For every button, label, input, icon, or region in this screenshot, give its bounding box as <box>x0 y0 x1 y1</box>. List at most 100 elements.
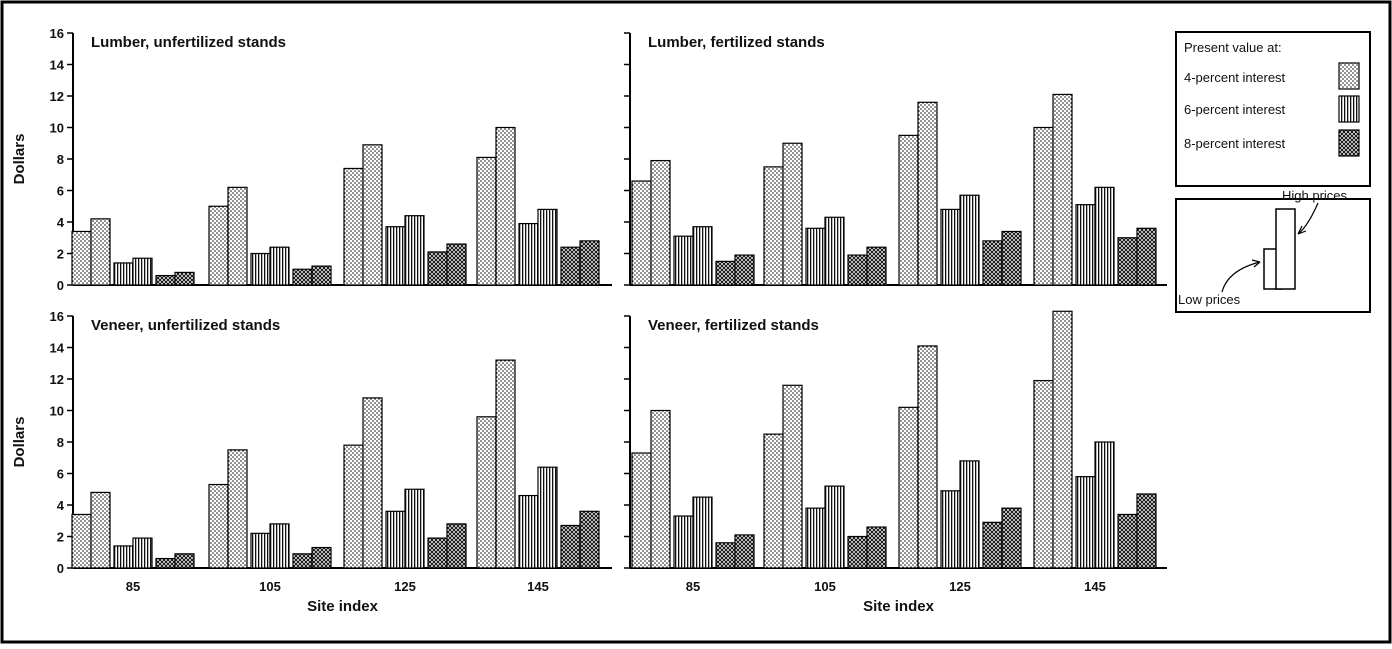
bar-8-percent-interest-high-85 <box>734 534 755 569</box>
bar-6-percent-interest-high-145 <box>1094 441 1115 569</box>
y-tick-label: 2 <box>57 247 64 262</box>
bar-4-percent-interest-low-105 <box>763 166 784 286</box>
bar-4-percent-interest-high-105 <box>227 449 248 569</box>
y-tick-label: 4 <box>57 215 65 230</box>
y-tick-label: 8 <box>57 152 64 167</box>
bar-6-percent-interest-low-125 <box>940 490 961 569</box>
bar-8-percent-interest-low-125 <box>982 521 1003 569</box>
x-tick-label: 125 <box>949 579 971 594</box>
bar-4-percent-interest-high-105 <box>227 186 248 286</box>
bar-6-percent-interest-high-145 <box>1094 186 1115 286</box>
bar-6-percent-interest-low-125 <box>940 208 961 286</box>
bar-6-percent-interest-high-145 <box>537 466 558 569</box>
y-tick-label: 0 <box>57 278 64 293</box>
y-axis-title: Dollars <box>11 417 28 468</box>
bar-6-percent-interest-high-85 <box>132 537 153 569</box>
bar-8-percent-interest-low-145 <box>1117 237 1138 286</box>
y-tick-label: 10 <box>50 404 64 419</box>
legend-swatch-8pct <box>1338 129 1360 157</box>
bar-4-percent-interest-high-145 <box>1052 93 1073 286</box>
panel-lumber-fertilized-stands: Lumber, fertilized stands <box>624 32 1167 286</box>
x-tick-label: 105 <box>814 579 836 594</box>
legend: Present value at: 4-percent interest 6-p… <box>1175 31 1371 187</box>
bar-4-percent-interest-low-145 <box>1033 126 1054 286</box>
bar-4-percent-interest-high-125 <box>362 144 383 286</box>
legend-label-4pct: 4-percent interest <box>1184 70 1286 85</box>
bar-4-percent-interest-low-85 <box>71 230 92 286</box>
price-key-low-arrowhead <box>1251 259 1261 268</box>
legend-title: Present value at: <box>1184 40 1282 55</box>
y-tick-label: 16 <box>50 309 64 324</box>
bar-4-percent-interest-high-85 <box>650 409 671 569</box>
bar-6-percent-interest-low-105 <box>250 252 271 286</box>
panels: 0 2 4 6 8 10 12 14 16 Lumber, unfertilized stands… <box>11 26 1167 615</box>
bar-4-percent-interest-high-85 <box>90 491 111 569</box>
x-tick-label: 145 <box>527 579 549 594</box>
bar-6-percent-interest-low-145 <box>1075 476 1096 569</box>
bar-8-percent-interest-high-105 <box>311 265 332 286</box>
bar-6-percent-interest-high-125 <box>404 488 425 569</box>
price-key-high-label: High prices <box>1282 188 1348 203</box>
bar-8-percent-interest-high-125 <box>1001 230 1022 286</box>
bar-6-percent-interest-low-145 <box>518 222 539 286</box>
bar-8-percent-interest-low-85 <box>715 542 736 569</box>
panel-title: Lumber, unfertilized stands <box>91 34 286 51</box>
y-tick-label: 10 <box>50 121 64 136</box>
panel-veneer-unfertilized-stands: 0 2 4 6 8 10 12 14 16 Veneer, unfertilized stands… <box>11 309 612 615</box>
price-key-high-arrow <box>1297 202 1319 235</box>
x-tick-label: 125 <box>394 579 416 594</box>
x-tick-label: 105 <box>259 579 281 594</box>
bar-8-percent-interest-low-105 <box>847 254 868 286</box>
bar-8-percent-interest-high-85 <box>734 254 755 286</box>
bar-4-percent-interest-high-105 <box>782 142 803 286</box>
legend-label-8pct: 8-percent interest <box>1184 136 1286 151</box>
bar-6-percent-interest-high-125 <box>404 215 425 286</box>
bar-8-percent-interest-high-145 <box>579 510 600 569</box>
bar-8-percent-interest-high-105 <box>866 526 887 569</box>
bar-8-percent-interest-low-105 <box>847 535 868 569</box>
bar-8-percent-interest-low-85 <box>155 557 176 569</box>
bar-8-percent-interest-high-105 <box>311 546 332 569</box>
bar-8-percent-interest-high-85 <box>174 553 195 569</box>
bar-8-percent-interest-high-125 <box>446 243 467 286</box>
bar-6-percent-interest-low-85 <box>673 235 694 286</box>
panel-lumber-unfertilized-stands: 0 2 4 6 8 10 12 14 16 Lumber, unfertilized stands… <box>11 26 612 293</box>
bar-8-percent-interest-low-85 <box>715 260 736 286</box>
bar-8-percent-interest-high-125 <box>446 523 467 569</box>
legend-swatch-4pct <box>1338 62 1360 90</box>
bar-6-percent-interest-low-85 <box>113 545 134 569</box>
bar-6-percent-interest-high-105 <box>824 485 845 569</box>
x-tick-label: 145 <box>1084 579 1106 594</box>
bar-6-percent-interest-low-125 <box>385 510 406 569</box>
bar-4-percent-interest-high-125 <box>917 345 938 569</box>
price-key-low-label: Low prices <box>1178 292 1241 307</box>
bar-4-percent-interest-low-125 <box>898 406 919 569</box>
bar-4-percent-interest-high-145 <box>1052 310 1073 569</box>
bar-4-percent-interest-low-145 <box>1033 379 1054 569</box>
bar-4-percent-interest-high-85 <box>650 159 671 286</box>
bar-6-percent-interest-low-105 <box>250 532 271 569</box>
x-tick-label: 85 <box>686 579 700 594</box>
price-key: High prices Low prices <box>1175 188 1371 313</box>
bar-4-percent-interest-low-125 <box>343 167 364 286</box>
y-tick-label: 8 <box>57 435 64 450</box>
bar-8-percent-interest-low-125 <box>982 240 1003 286</box>
price-key-low-arrow <box>1221 261 1261 293</box>
bar-8-percent-interest-high-145 <box>1136 493 1157 569</box>
bar-6-percent-interest-low-125 <box>385 226 406 286</box>
bar-8-percent-interest-low-105 <box>292 268 313 286</box>
bar-4-percent-interest-high-125 <box>362 397 383 569</box>
y-tick-label: 6 <box>57 467 64 482</box>
bar-4-percent-interest-low-105 <box>208 483 229 569</box>
y-tick-label: 16 <box>50 26 64 41</box>
bar-4-percent-interest-high-85 <box>90 218 111 286</box>
x-axis-title: Site index <box>307 598 379 615</box>
bar-6-percent-interest-high-125 <box>959 194 980 286</box>
bar-8-percent-interest-high-145 <box>579 240 600 286</box>
bar-4-percent-interest-low-105 <box>208 205 229 286</box>
bar-4-percent-interest-low-125 <box>343 444 364 569</box>
bar-6-percent-interest-high-105 <box>824 216 845 286</box>
bar-6-percent-interest-high-125 <box>959 460 980 569</box>
